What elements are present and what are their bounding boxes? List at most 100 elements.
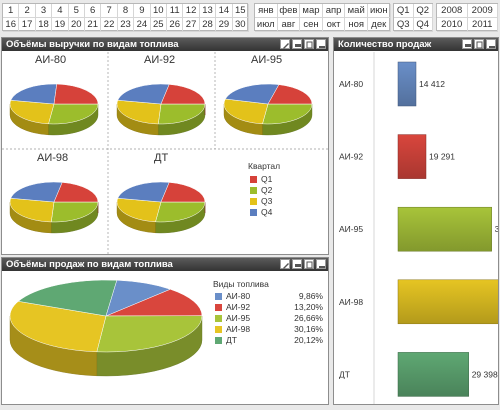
day-option[interactable]: 20 bbox=[68, 18, 85, 32]
minimize-icon[interactable] bbox=[316, 259, 326, 269]
count-panel-title: Количество продаж bbox=[334, 38, 498, 51]
legend-item-q3: Q3 bbox=[248, 196, 280, 207]
minimize-icon[interactable] bbox=[316, 39, 326, 49]
month-option[interactable]: окт bbox=[322, 18, 346, 32]
day-option[interactable]: 16 bbox=[3, 18, 20, 32]
bar-value-label: 14 412 bbox=[419, 79, 445, 89]
day-option[interactable]: 22 bbox=[101, 18, 118, 32]
bar-category-label: ДТ bbox=[339, 369, 350, 379]
quarter-option[interactable]: Q1 bbox=[394, 4, 414, 18]
print-icon[interactable] bbox=[292, 259, 302, 269]
day-option[interactable]: 30 bbox=[232, 18, 249, 32]
legend-swatch bbox=[215, 326, 222, 333]
export-icon[interactable] bbox=[304, 39, 314, 49]
pie-slice-q2 bbox=[50, 201, 99, 223]
pie-slice-q2 bbox=[262, 103, 313, 125]
day-option[interactable]: 29 bbox=[216, 18, 233, 32]
day-option[interactable]: 2 bbox=[19, 4, 36, 18]
month-option[interactable]: ноя bbox=[345, 18, 368, 32]
day-option[interactable]: 21 bbox=[85, 18, 102, 32]
sales-panel-title-text: Объёмы продаж по видам топлива bbox=[6, 259, 173, 270]
pie-slice-q3 bbox=[116, 197, 162, 223]
year-option[interactable]: 2009 bbox=[467, 4, 498, 18]
month-listbox[interactable]: янв фев мар апр май июн июл авг сен окт ноя дек bbox=[254, 3, 391, 32]
panel-toolbar bbox=[280, 39, 326, 50]
pie-slice-q4 bbox=[117, 181, 170, 203]
month-option[interactable]: фев bbox=[277, 4, 301, 18]
month-option[interactable]: янв bbox=[255, 4, 278, 18]
day-option[interactable]: 18 bbox=[35, 18, 53, 32]
day-option[interactable]: 10 bbox=[150, 4, 167, 18]
edit-icon[interactable] bbox=[280, 259, 290, 269]
pie-slice-q3 bbox=[116, 99, 162, 125]
print-icon[interactable] bbox=[292, 39, 302, 49]
export-icon[interactable] bbox=[304, 259, 314, 269]
pie-slice-q4 bbox=[10, 83, 58, 105]
day-option[interactable]: 3 bbox=[35, 4, 53, 18]
quarter-listbox[interactable]: Q1 Q2 Q3 Q4 bbox=[393, 3, 433, 32]
legend-item-ai92: АИ-92 13,20% bbox=[213, 302, 325, 313]
day-option[interactable]: 23 bbox=[117, 18, 135, 32]
day-option[interactable]: 26 bbox=[167, 18, 184, 32]
fuel-legend-rows: АИ-80 9,86% АИ-92 13,20% АИ-95 26,66% АИ-98 30,… bbox=[213, 291, 325, 346]
quarter-option[interactable]: Q3 bbox=[394, 18, 414, 32]
month-option[interactable]: июн bbox=[368, 4, 391, 18]
day-option[interactable]: 28 bbox=[199, 18, 217, 32]
legend-percent: 20,12% bbox=[294, 335, 323, 345]
pie-label-ai98: АИ-98 bbox=[37, 152, 69, 164]
day-option[interactable]: 13 bbox=[199, 4, 217, 18]
day-option[interactable]: 19 bbox=[52, 18, 69, 32]
sales-panel-title: Объёмы продаж по видам топлива bbox=[2, 258, 328, 271]
day-option[interactable]: 24 bbox=[134, 18, 151, 32]
day-option[interactable]: 27 bbox=[183, 18, 200, 32]
bar-ai98 bbox=[397, 279, 498, 325]
legend-swatch bbox=[215, 304, 222, 311]
day-option[interactable]: 9 bbox=[134, 4, 151, 18]
day-listbox[interactable]: 1 2 3 4 5 6 7 8 9 10 11 12 13 14 15 16 17 18 19 20 21 22 23 24 2… bbox=[2, 3, 249, 32]
legend-label: АИ-95 bbox=[226, 313, 251, 323]
year-option[interactable]: 2010 bbox=[437, 18, 468, 32]
day-option[interactable]: 1 bbox=[3, 4, 20, 18]
count-panel-title-text: Количество продаж bbox=[338, 39, 432, 50]
year-option[interactable]: 2008 bbox=[437, 4, 468, 18]
day-option[interactable]: 7 bbox=[101, 4, 118, 18]
pie-label-dt: ДТ bbox=[154, 152, 169, 164]
day-option[interactable]: 15 bbox=[232, 4, 249, 18]
day-option[interactable]: 12 bbox=[183, 4, 200, 18]
print-icon[interactable] bbox=[462, 39, 472, 49]
month-option[interactable]: авг bbox=[277, 18, 301, 32]
year-option[interactable]: 2011 bbox=[467, 18, 498, 32]
pie-slice-q3 bbox=[9, 99, 55, 125]
legend-percent: 30,16% bbox=[294, 324, 323, 334]
month-option[interactable]: июл bbox=[255, 18, 278, 32]
minimize-icon[interactable] bbox=[486, 39, 496, 49]
day-option[interactable]: 14 bbox=[216, 4, 233, 18]
month-option[interactable]: май bbox=[345, 4, 368, 18]
quarter-option[interactable]: Q4 bbox=[413, 18, 433, 32]
day-option[interactable]: 8 bbox=[117, 4, 135, 18]
day-option[interactable]: 6 bbox=[85, 4, 102, 18]
bar-value-label: 29 398 bbox=[472, 369, 498, 379]
revenue-pies-chart bbox=[2, 52, 328, 254]
month-option[interactable]: мар bbox=[300, 4, 323, 18]
pie-label-ai80: АИ-80 bbox=[35, 54, 67, 66]
year-listbox[interactable]: 2008 2009 2010 2011 bbox=[436, 3, 498, 32]
sales-pie-chart bbox=[9, 279, 203, 377]
month-option[interactable]: сен bbox=[300, 18, 323, 32]
legend-swatch bbox=[215, 315, 222, 322]
day-option[interactable]: 25 bbox=[150, 18, 167, 32]
edit-icon[interactable] bbox=[280, 39, 290, 49]
day-option[interactable]: 5 bbox=[68, 4, 85, 18]
month-option[interactable]: дек bbox=[368, 18, 391, 32]
export-icon[interactable] bbox=[474, 39, 484, 49]
day-option[interactable]: 11 bbox=[167, 4, 184, 18]
legend-label: Q1 bbox=[261, 174, 273, 184]
pie-slice-q1 bbox=[53, 182, 99, 203]
month-option[interactable]: апр bbox=[322, 4, 346, 18]
day-option[interactable]: 4 bbox=[52, 4, 69, 18]
sales-count-panel: Количество продаж АИ-80 14 412 АИ-92 19 291… bbox=[333, 37, 499, 405]
pie-slice-q1 bbox=[160, 182, 206, 203]
quarter-option[interactable]: Q2 bbox=[413, 4, 433, 18]
day-option[interactable]: 17 bbox=[19, 18, 36, 32]
bar-dt bbox=[397, 352, 469, 397]
